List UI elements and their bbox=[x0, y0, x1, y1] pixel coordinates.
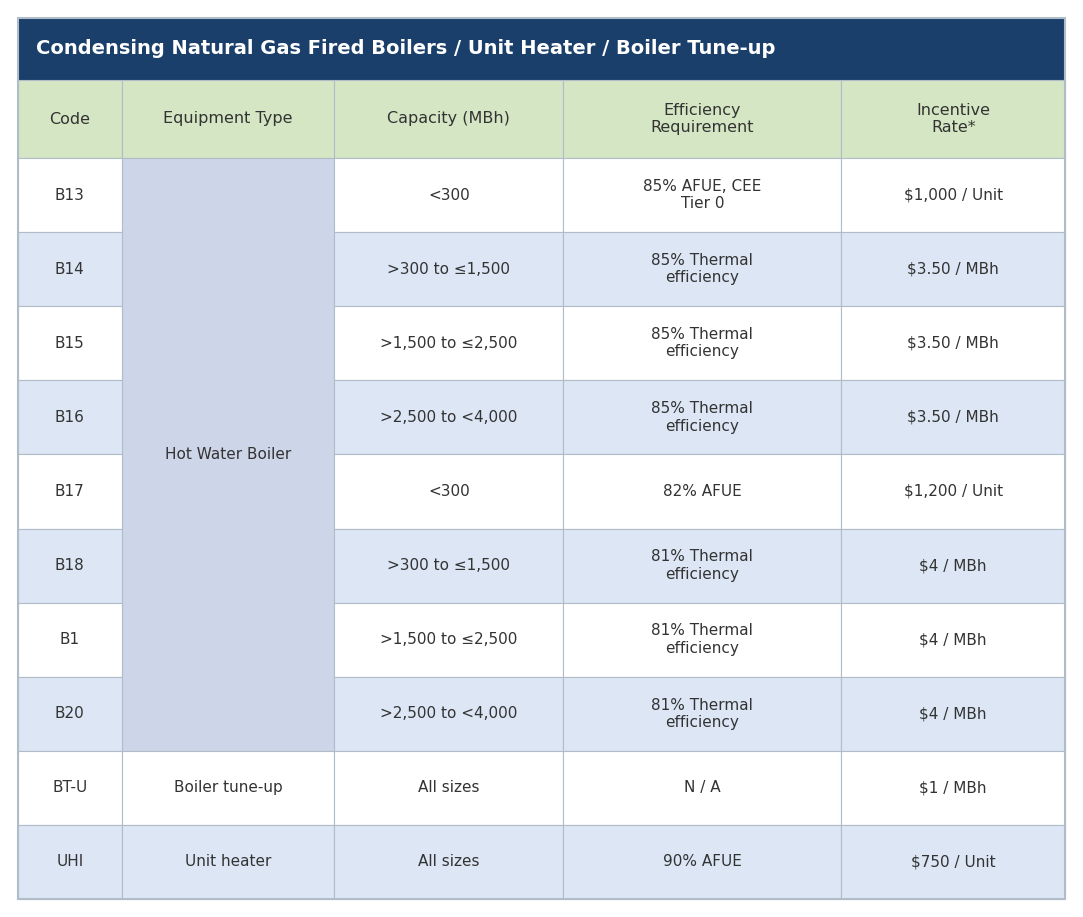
Text: 81% Thermal
efficiency: 81% Thermal efficiency bbox=[652, 698, 754, 730]
Text: $4 / MBh: $4 / MBh bbox=[919, 632, 987, 647]
Text: Boiler tune-up: Boiler tune-up bbox=[173, 780, 283, 795]
Bar bbox=[18, 306, 121, 381]
Bar bbox=[563, 381, 841, 455]
Bar bbox=[121, 80, 335, 158]
Text: $1,200 / Unit: $1,200 / Unit bbox=[903, 484, 1003, 499]
Text: >1,500 to ≤2,500: >1,500 to ≤2,500 bbox=[380, 336, 518, 350]
Text: 85% Thermal
efficiency: 85% Thermal efficiency bbox=[652, 327, 754, 359]
Text: 82% AFUE: 82% AFUE bbox=[663, 484, 742, 499]
Text: $1 / MBh: $1 / MBh bbox=[919, 780, 987, 795]
Bar bbox=[841, 825, 1065, 899]
Text: 90% AFUE: 90% AFUE bbox=[663, 855, 742, 869]
Bar bbox=[335, 232, 563, 306]
Text: $1,000 / Unit: $1,000 / Unit bbox=[903, 188, 1003, 203]
Bar bbox=[841, 80, 1065, 158]
Bar bbox=[335, 381, 563, 455]
Bar bbox=[563, 825, 841, 899]
Text: Condensing Natural Gas Fired Boilers / Unit Heater / Boiler Tune-up: Condensing Natural Gas Fired Boilers / U… bbox=[36, 39, 775, 59]
Text: B20: B20 bbox=[55, 706, 84, 722]
Bar bbox=[18, 80, 121, 158]
Bar bbox=[18, 602, 121, 677]
Text: N / A: N / A bbox=[684, 780, 720, 795]
Text: All sizes: All sizes bbox=[418, 780, 480, 795]
Text: B14: B14 bbox=[55, 261, 84, 277]
Bar bbox=[18, 381, 121, 455]
Bar bbox=[121, 158, 335, 751]
Bar bbox=[335, 80, 563, 158]
Bar bbox=[563, 455, 841, 528]
Bar bbox=[563, 677, 841, 751]
Bar bbox=[335, 158, 563, 232]
Bar bbox=[121, 825, 335, 899]
Bar bbox=[563, 232, 841, 306]
Text: B1: B1 bbox=[60, 632, 80, 647]
Text: >2,500 to <4,000: >2,500 to <4,000 bbox=[380, 706, 518, 722]
Bar bbox=[563, 528, 841, 602]
Bar bbox=[18, 232, 121, 306]
Bar bbox=[563, 158, 841, 232]
Bar bbox=[18, 455, 121, 528]
Bar bbox=[563, 602, 841, 677]
Text: 85% AFUE, CEE
Tier 0: 85% AFUE, CEE Tier 0 bbox=[643, 179, 761, 211]
Text: $750 / Unit: $750 / Unit bbox=[911, 855, 995, 869]
Text: Efficiency
Requirement: Efficiency Requirement bbox=[651, 103, 754, 135]
Bar bbox=[335, 751, 563, 825]
Text: $3.50 / MBh: $3.50 / MBh bbox=[908, 261, 1000, 277]
Bar bbox=[841, 158, 1065, 232]
Bar bbox=[563, 80, 841, 158]
Text: Hot Water Boiler: Hot Water Boiler bbox=[165, 447, 291, 462]
Text: $3.50 / MBh: $3.50 / MBh bbox=[908, 410, 1000, 425]
Bar bbox=[18, 528, 121, 602]
Text: >2,500 to <4,000: >2,500 to <4,000 bbox=[380, 410, 518, 425]
Text: >300 to ≤1,500: >300 to ≤1,500 bbox=[388, 261, 510, 277]
Bar bbox=[18, 825, 121, 899]
Bar bbox=[563, 751, 841, 825]
Text: <300: <300 bbox=[428, 188, 470, 203]
Bar bbox=[335, 528, 563, 602]
Text: $4 / MBh: $4 / MBh bbox=[919, 558, 987, 573]
Bar bbox=[841, 751, 1065, 825]
Bar bbox=[335, 602, 563, 677]
Text: B16: B16 bbox=[55, 410, 84, 425]
Text: B15: B15 bbox=[55, 336, 84, 350]
Text: $4 / MBh: $4 / MBh bbox=[919, 706, 987, 722]
Text: Code: Code bbox=[50, 112, 90, 127]
Text: >1,500 to ≤2,500: >1,500 to ≤2,500 bbox=[380, 632, 518, 647]
Bar bbox=[841, 455, 1065, 528]
Text: B13: B13 bbox=[55, 188, 84, 203]
Bar bbox=[841, 232, 1065, 306]
Text: 85% Thermal
efficiency: 85% Thermal efficiency bbox=[652, 401, 754, 434]
Bar bbox=[841, 306, 1065, 381]
Text: Incentive
Rate*: Incentive Rate* bbox=[916, 103, 990, 135]
Text: Equipment Type: Equipment Type bbox=[164, 112, 292, 127]
Text: Capacity (MBh): Capacity (MBh) bbox=[388, 112, 510, 127]
Bar bbox=[841, 528, 1065, 602]
Bar bbox=[18, 677, 121, 751]
Bar bbox=[335, 306, 563, 381]
Bar bbox=[841, 602, 1065, 677]
Text: 81% Thermal
efficiency: 81% Thermal efficiency bbox=[652, 549, 754, 581]
Bar bbox=[18, 158, 121, 232]
Text: BT-U: BT-U bbox=[52, 780, 88, 795]
Text: B18: B18 bbox=[55, 558, 84, 573]
Bar bbox=[18, 18, 1065, 80]
Bar bbox=[563, 306, 841, 381]
Bar bbox=[18, 751, 121, 825]
Bar bbox=[121, 751, 335, 825]
Text: Unit heater: Unit heater bbox=[185, 855, 271, 869]
Bar bbox=[841, 381, 1065, 455]
Bar bbox=[335, 677, 563, 751]
Bar bbox=[335, 825, 563, 899]
Text: All sizes: All sizes bbox=[418, 855, 480, 869]
Text: UHI: UHI bbox=[56, 855, 83, 869]
Bar bbox=[335, 455, 563, 528]
Text: 85% Thermal
efficiency: 85% Thermal efficiency bbox=[652, 253, 754, 285]
Bar bbox=[841, 677, 1065, 751]
Text: $3.50 / MBh: $3.50 / MBh bbox=[908, 336, 1000, 350]
Text: >300 to ≤1,500: >300 to ≤1,500 bbox=[388, 558, 510, 573]
Text: B17: B17 bbox=[55, 484, 84, 499]
Text: <300: <300 bbox=[428, 484, 470, 499]
Text: 81% Thermal
efficiency: 81% Thermal efficiency bbox=[652, 624, 754, 656]
